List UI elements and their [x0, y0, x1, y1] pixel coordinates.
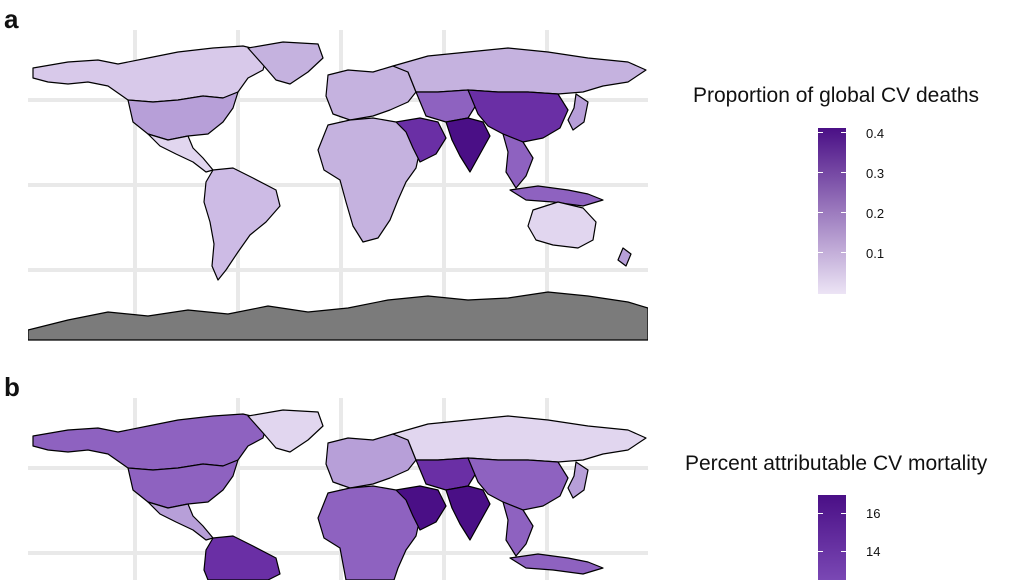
world-map-b — [28, 398, 648, 580]
panel-label-b: b — [4, 372, 20, 402]
region-africa — [317, 485, 421, 580]
panel-label-a: a — [4, 4, 19, 34]
antarctica — [28, 291, 648, 341]
legend-tick-label: 14 — [866, 544, 881, 559]
region-africa — [317, 117, 421, 243]
legend-title-a: Proportion of global CV deaths — [693, 84, 980, 107]
colorbar-tick — [818, 513, 823, 514]
region-middle-east — [395, 117, 447, 163]
country-china — [467, 89, 569, 143]
country-south-america — [203, 535, 281, 580]
colorbar-tick — [841, 513, 846, 514]
colorbar-tick — [841, 551, 846, 552]
colorbar-a — [818, 128, 846, 294]
country-greenland — [247, 41, 324, 85]
colorbar-tick — [818, 551, 823, 552]
legend-tick-label: 0.1 — [866, 246, 885, 261]
colorbar-tick — [841, 132, 846, 133]
country-india — [445, 117, 491, 173]
region-southeast-asia — [502, 133, 534, 189]
colorbar-tick — [818, 212, 823, 213]
colorbar-tick — [841, 172, 846, 173]
colorbar-tick — [841, 252, 846, 253]
country-indonesia — [509, 553, 604, 575]
colorbar-tick — [818, 252, 823, 253]
colorbar-tick — [818, 172, 823, 173]
country-india — [445, 485, 491, 541]
region-central-asia — [415, 89, 479, 123]
country-greenland — [247, 409, 324, 453]
region-europe — [325, 65, 417, 121]
legend-title-b: Percent attributable CV mortality — [685, 452, 988, 475]
country-mexico — [147, 133, 214, 173]
legend-tick-label: 16 — [866, 506, 881, 521]
country-australia — [527, 201, 597, 249]
region-middle-east — [395, 485, 447, 531]
country-japan — [567, 461, 589, 499]
colorbar-b — [818, 495, 846, 580]
legend-tick-label: 0.2 — [866, 206, 885, 221]
country-russia — [392, 415, 647, 463]
colorbar-tick — [841, 212, 846, 213]
country-china — [467, 457, 569, 511]
region-europe — [325, 433, 417, 489]
region-central-asia — [415, 457, 479, 491]
country-indonesia — [509, 185, 604, 207]
legend-tick-label: 0.4 — [866, 126, 885, 141]
country-russia — [392, 47, 647, 95]
country-mexico — [147, 501, 214, 541]
legend-tick-label: 0.3 — [866, 166, 885, 181]
colorbar-tick — [818, 132, 823, 133]
region-southeast-asia — [502, 501, 534, 557]
country-japan — [567, 93, 589, 131]
country-new-zealand — [617, 247, 632, 267]
world-map-a — [28, 30, 648, 341]
country-south-america — [203, 167, 281, 281]
